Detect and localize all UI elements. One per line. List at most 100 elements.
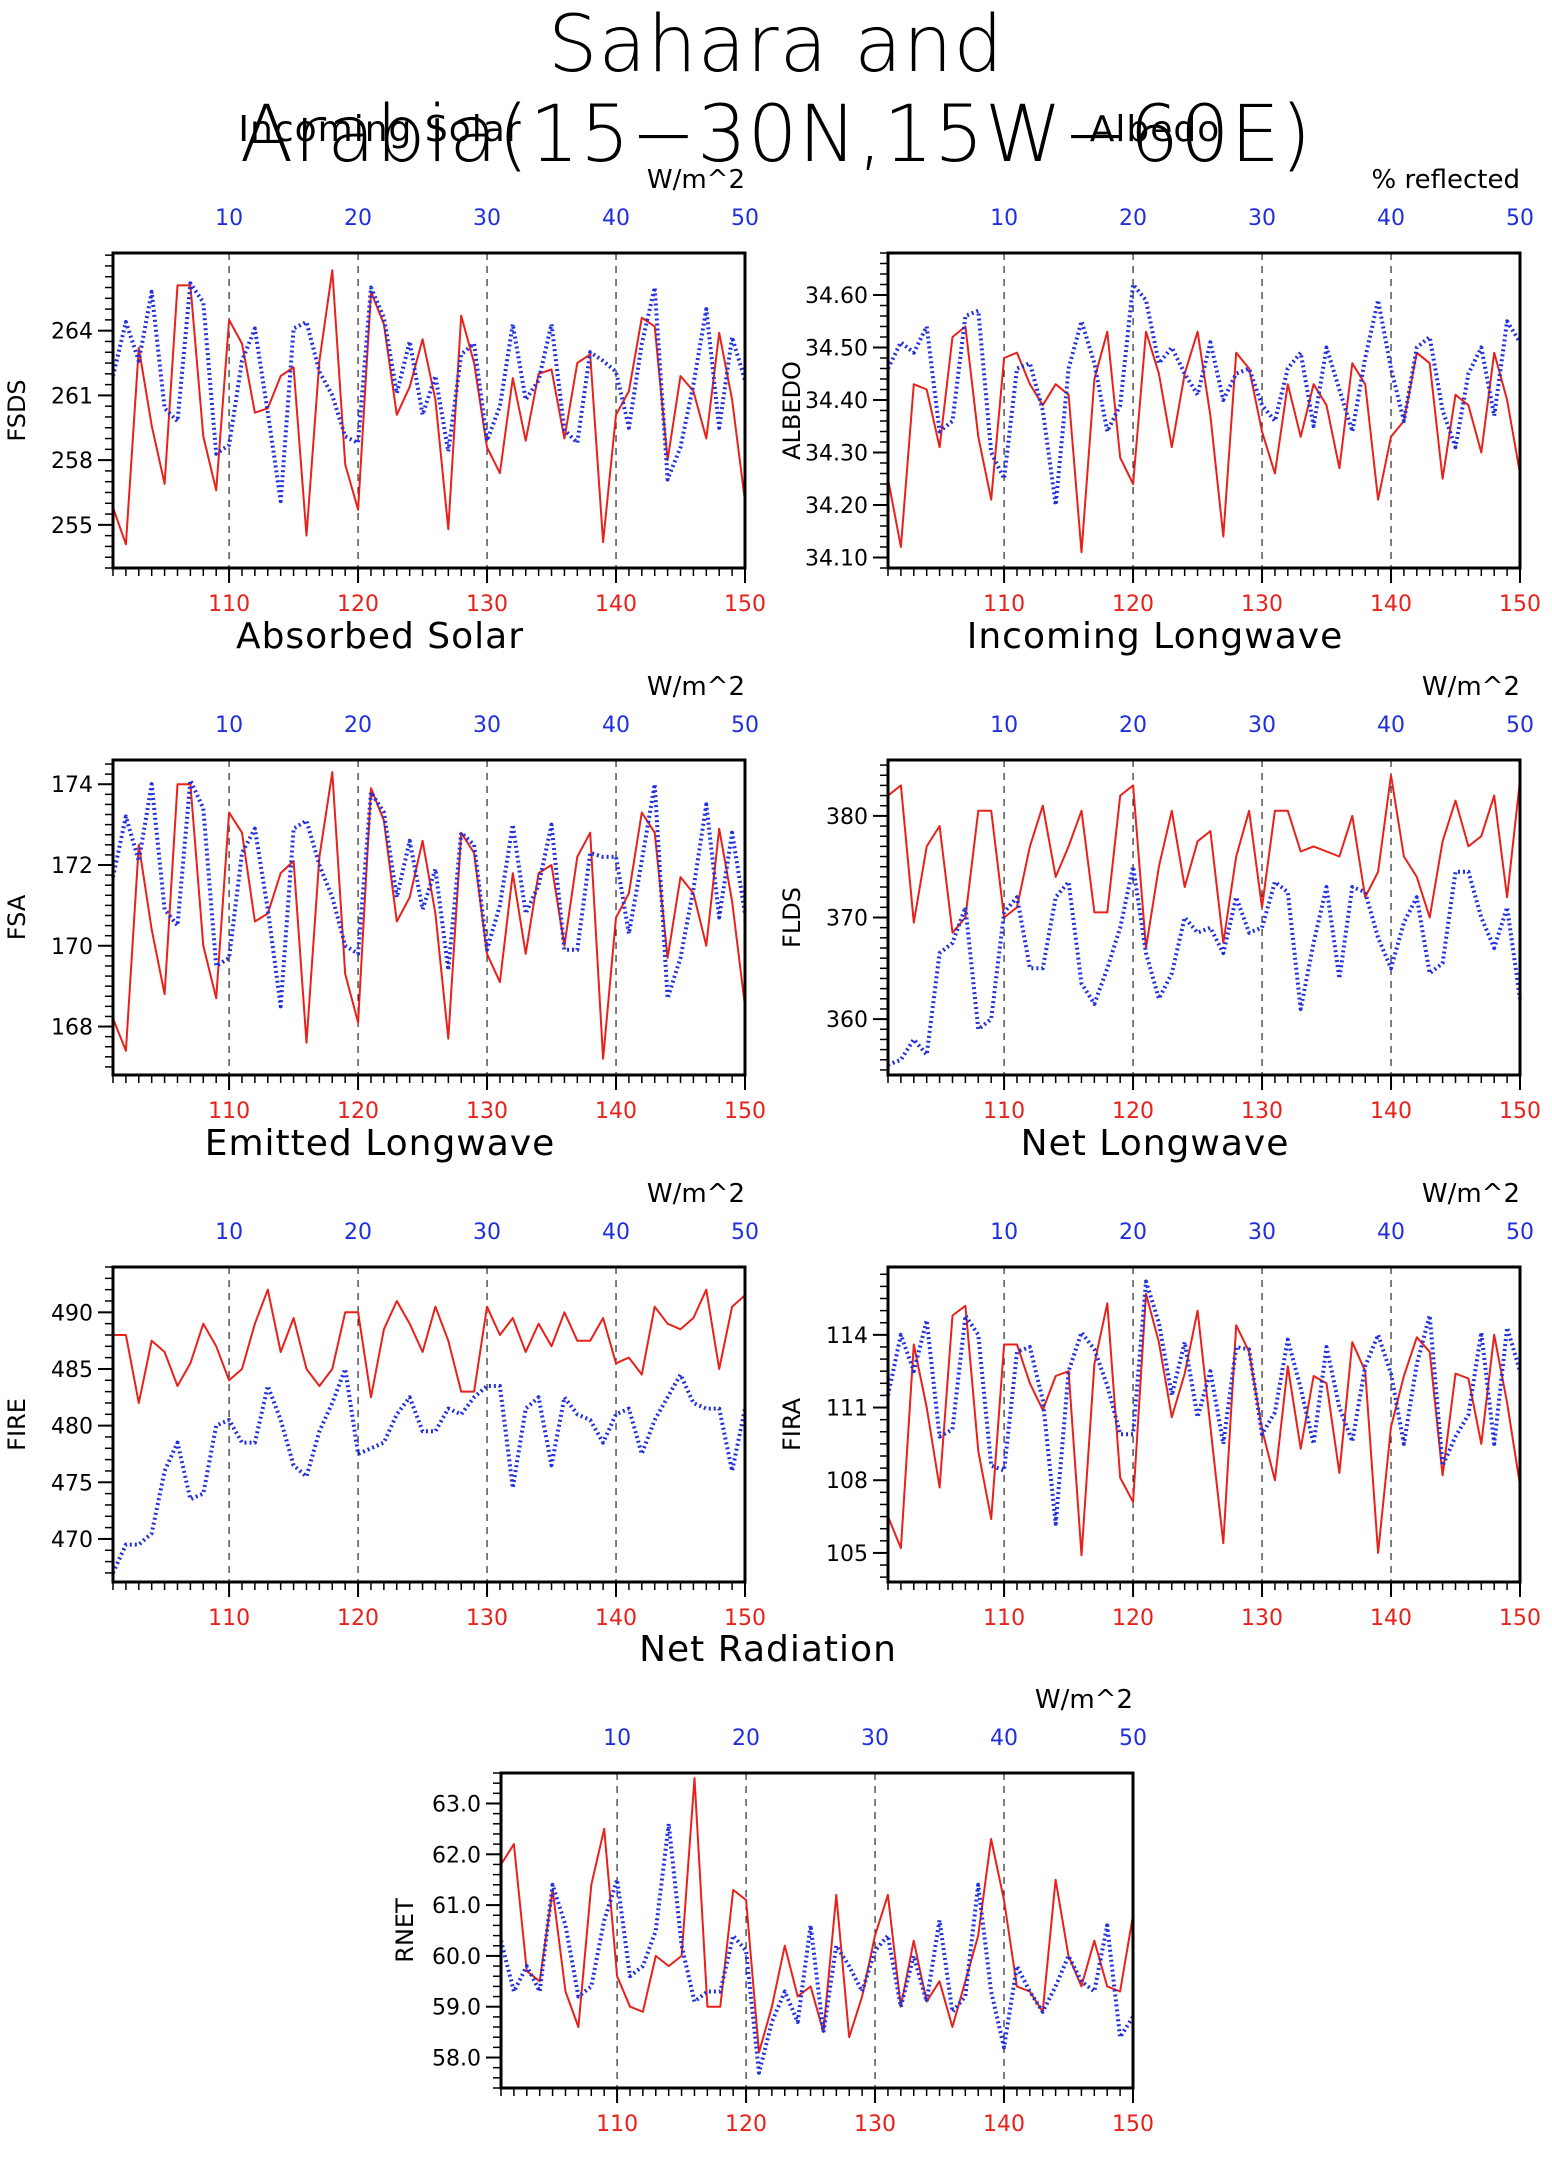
x-bottom-tick-label: 140 — [595, 1606, 637, 1631]
x-bottom-tick-label: 120 — [337, 1606, 379, 1631]
chart-panel-incoming-solar: Incoming Solar 255 258 261 264 110 120 130 140 1… — [0, 108, 766, 628]
series-line-blue — [111, 778, 747, 1009]
y-tick-label: 63.0 — [432, 1792, 481, 1817]
chart-svg: 168 170 172 174 110 120 130 140 150 10 20 30 40 50 W/m… — [3, 672, 766, 1124]
x-bottom-tick-label: 130 — [466, 592, 508, 617]
units-label: W/m^2 — [647, 165, 745, 195]
chart-title: Albedo — [1089, 109, 1221, 150]
x-top-tick-label: 20 — [344, 713, 372, 738]
series-line-blue — [111, 1367, 747, 1574]
chart-panel-emitted-longwave: Emitted Longwave 470 475 480 485 490 110 120 13… — [0, 1122, 766, 1642]
y-tick-label: 59.0 — [432, 1996, 481, 2021]
x-top-tick-label: 40 — [1377, 206, 1405, 231]
x-bottom-tick-label: 140 — [983, 2112, 1025, 2137]
y-tick-label: 114 — [826, 1324, 868, 1349]
y-tick-label: 490 — [51, 1301, 93, 1326]
y-tick-label: 58.0 — [432, 2047, 481, 2072]
x-bottom-tick-label: 150 — [1112, 2112, 1154, 2137]
y-tick-label: 172 — [51, 854, 93, 879]
x-bottom-tick-label: 120 — [1112, 592, 1154, 617]
y-tick-label: 105 — [826, 1542, 868, 1567]
y-axis-label: FSDS — [3, 379, 31, 441]
x-top-tick-label: 30 — [473, 713, 501, 738]
y-tick-label: 261 — [51, 384, 93, 409]
units-label: W/m^2 — [1035, 1685, 1133, 1715]
y-axis-label: FSA — [3, 894, 31, 940]
x-bottom-tick-label: 150 — [1499, 592, 1541, 617]
x-bottom-tick-label: 140 — [1370, 1099, 1412, 1124]
x-top-tick-label: 10 — [215, 206, 243, 231]
y-tick-label: 258 — [51, 449, 93, 474]
x-top-tick-label: 30 — [1248, 713, 1276, 738]
chart-panel-net-radiation: Net Radiation 58.0 59.0 60.0 61.0 62.0 63.0 11… — [388, 1628, 1154, 2148]
y-tick-label: 111 — [826, 1397, 868, 1422]
chart-title: Absorbed Solar — [235, 616, 525, 657]
x-top-tick-label: 40 — [990, 1726, 1018, 1751]
chart-title: Net Longwave — [1020, 1123, 1290, 1164]
chart-panel-absorbed-solar: Absorbed Solar 168 170 172 174 110 120 130 140 1… — [0, 615, 766, 1135]
units-label: W/m^2 — [1422, 1179, 1520, 1209]
y-tick-label: 370 — [826, 907, 868, 932]
x-bottom-tick-label: 110 — [983, 592, 1025, 617]
plot-frame — [111, 251, 747, 570]
y-tick-label: 174 — [51, 773, 93, 798]
x-top-tick-label: 40 — [1377, 713, 1405, 738]
series-line-red — [112, 269, 746, 546]
x-top-tick-label: 50 — [731, 206, 759, 231]
x-bottom-tick-label: 140 — [1370, 1606, 1412, 1631]
x-top-tick-label: 10 — [990, 206, 1018, 231]
y-axis-label: FLDS — [778, 887, 806, 948]
x-top-tick-label: 40 — [602, 1220, 630, 1245]
units-label: W/m^2 — [1422, 672, 1520, 702]
units-label: W/m^2 — [647, 1179, 745, 1209]
x-bottom-tick-label: 150 — [724, 592, 766, 617]
x-bottom-tick-label: 130 — [1241, 1606, 1283, 1631]
x-top-tick-label: 20 — [1119, 1220, 1147, 1245]
y-tick-label: 380 — [826, 805, 868, 830]
x-top-tick-label: 50 — [1119, 1726, 1147, 1751]
x-top-tick-label: 30 — [473, 206, 501, 231]
x-bottom-tick-label: 150 — [1499, 1606, 1541, 1631]
series-line-blue — [499, 1821, 1135, 2075]
x-bottom-tick-label: 140 — [595, 1099, 637, 1124]
chart-title: Emitted Longwave — [204, 1123, 556, 1164]
y-axis-label: FIRA — [778, 1397, 806, 1451]
x-bottom-tick-label: 130 — [1241, 1099, 1283, 1124]
chart-svg: 58.0 59.0 60.0 61.0 62.0 63.0 110 120 130 140 150 1… — [391, 1685, 1154, 2137]
x-top-tick-label: 50 — [1506, 713, 1534, 738]
x-top-tick-label: 40 — [1377, 1220, 1405, 1245]
x-top-tick-label: 20 — [344, 1220, 372, 1245]
y-tick-label: 34.60 — [805, 284, 868, 309]
units-label: W/m^2 — [647, 672, 745, 702]
x-top-tick-label: 30 — [861, 1726, 889, 1751]
series-line-red — [887, 325, 1521, 554]
y-axis-label: RNET — [391, 1898, 419, 1963]
chart-svg: 470 475 480 485 490 110 120 130 140 150 10 20 30 40 50… — [3, 1179, 766, 1631]
x-bottom-tick-label: 110 — [983, 1606, 1025, 1631]
x-bottom-tick-label: 130 — [1241, 592, 1283, 617]
plot-frame — [886, 251, 1522, 570]
chart-title: Incoming Longwave — [966, 616, 1344, 657]
x-bottom-tick-label: 150 — [724, 1099, 766, 1124]
x-top-tick-label: 20 — [344, 206, 372, 231]
x-top-tick-label: 10 — [603, 1726, 631, 1751]
y-tick-label: 61.0 — [432, 1894, 481, 1919]
y-tick-label: 480 — [51, 1415, 93, 1440]
chart-svg: 255 258 261 264 110 120 130 140 150 10 20 30 40 50 W/m… — [3, 165, 766, 617]
x-bottom-tick-label: 120 — [337, 592, 379, 617]
x-bottom-tick-label: 120 — [337, 1099, 379, 1124]
y-tick-label: 34.30 — [805, 442, 868, 467]
y-tick-label: 34.40 — [805, 389, 868, 414]
plot-frame — [111, 1265, 747, 1584]
x-bottom-tick-label: 110 — [983, 1099, 1025, 1124]
chart-svg: 105 108 111 114 110 120 130 140 150 10 20 30 40 50 W/m… — [778, 1179, 1541, 1631]
y-tick-label: 264 — [51, 320, 93, 345]
y-tick-label: 485 — [51, 1358, 93, 1383]
x-bottom-tick-label: 140 — [595, 592, 637, 617]
x-top-tick-label: 30 — [1248, 206, 1276, 231]
x-bottom-tick-label: 130 — [466, 1606, 508, 1631]
series-line-blue — [886, 1279, 1522, 1526]
y-tick-label: 60.0 — [432, 1945, 481, 1970]
y-tick-label: 62.0 — [432, 1843, 481, 1868]
chart-svg: 34.10 34.20 34.30 34.40 34.50 34.60 110 120 130 1… — [778, 165, 1541, 617]
